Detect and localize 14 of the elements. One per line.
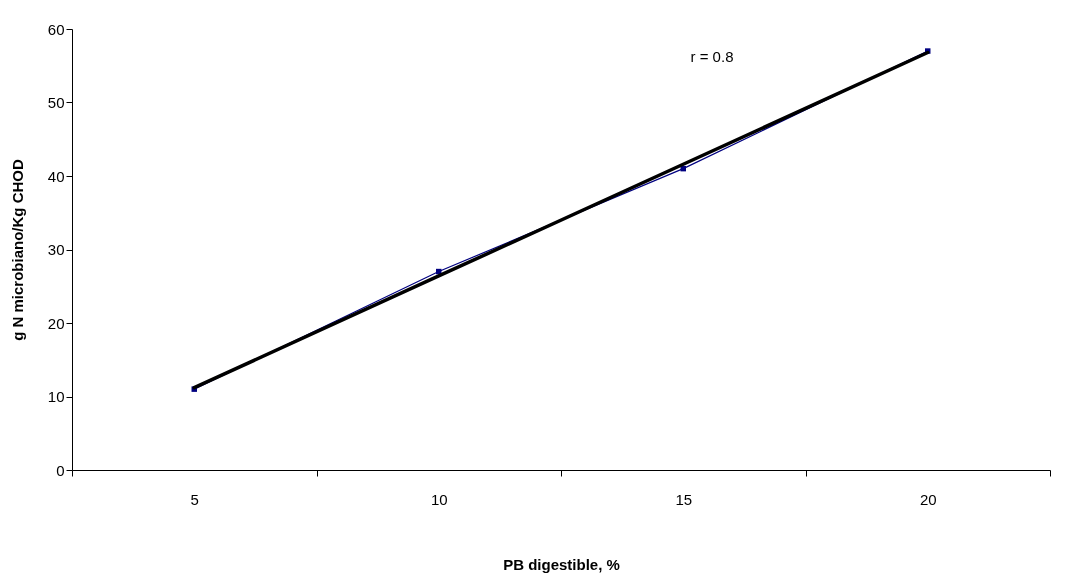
y-tick-label: 50 [47, 94, 65, 111]
x-tick-label: 15 [675, 490, 693, 508]
y-tick-label: 60 [47, 20, 65, 38]
y-tick-label: 40 [47, 167, 65, 185]
y-tick-label: 10 [47, 388, 65, 405]
x-tick-label: 10 [430, 490, 448, 508]
y-tick-label: 30 [47, 241, 65, 258]
y-tick-label: 0 [56, 461, 65, 479]
y-tick-label: 20 [47, 314, 65, 332]
x-tick-label: 20 [919, 490, 937, 508]
annotation: r = 0.8 [690, 48, 734, 65]
x-axis-title: PB digestible, % [503, 555, 620, 573]
y-axis-title: g N microbiano/Kg CHOD [8, 159, 26, 341]
x-tick-label: 5 [190, 490, 199, 508]
